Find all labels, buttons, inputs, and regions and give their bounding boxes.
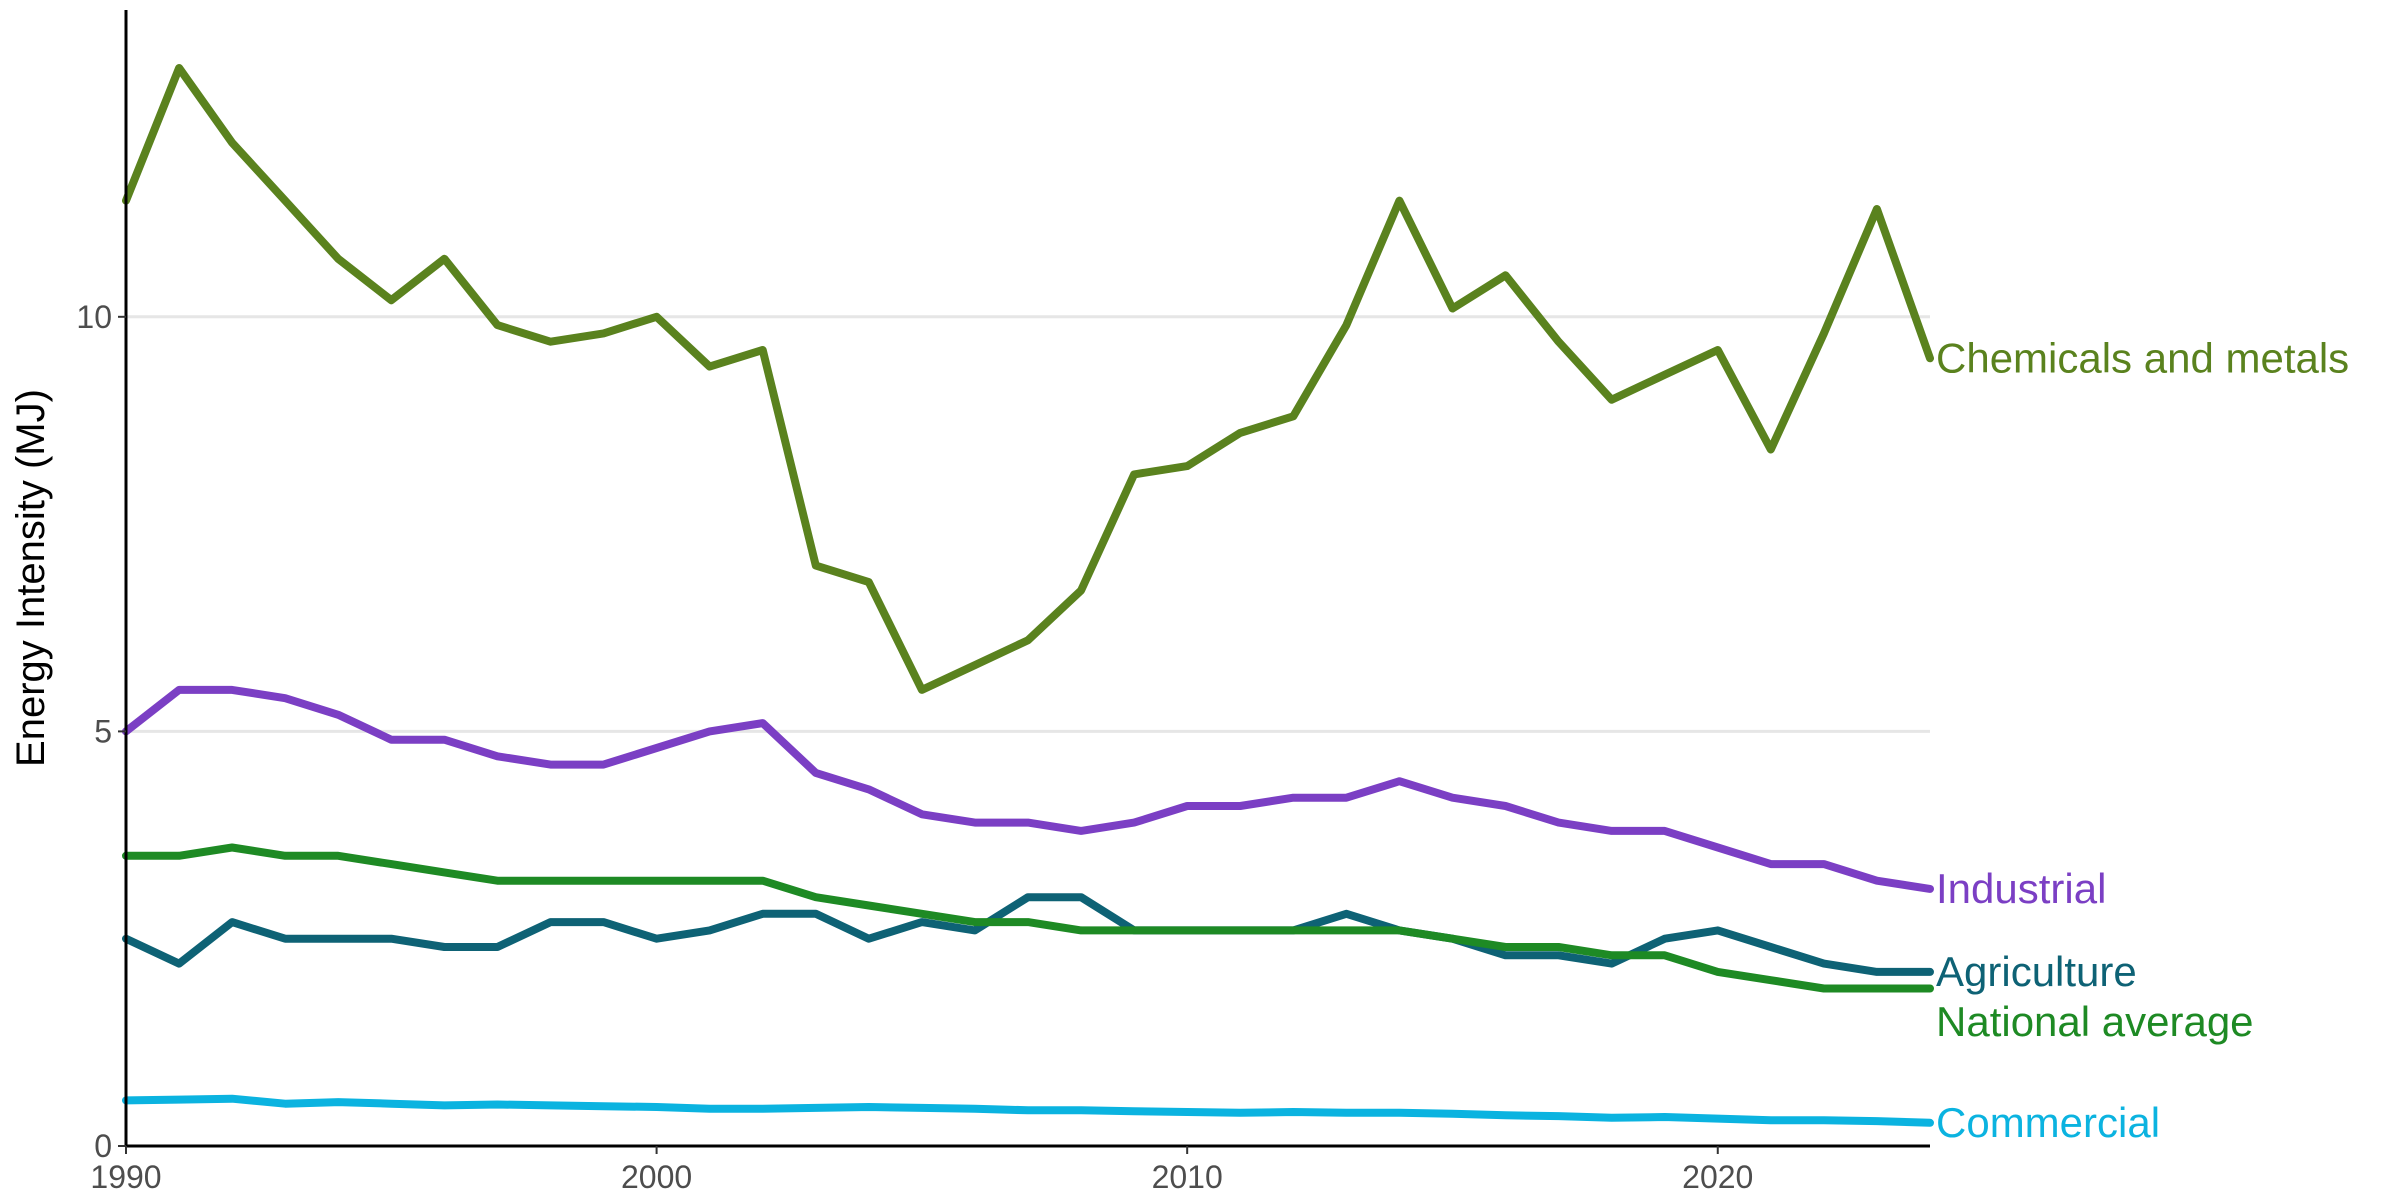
x-tick-label-2020: 2020: [1682, 1159, 1753, 1195]
series-line-chemicals-and-metals: [122, 64, 1934, 694]
series-label-commercial: Commercial: [1936, 1099, 2160, 1146]
series-label-industrial: Industrial: [1936, 865, 2106, 912]
x-tick-label-2000: 2000: [621, 1159, 692, 1195]
axes: 0 5 10 1990 2000 2010 2020: [76, 10, 1930, 1195]
series-label-national-average: National average: [1936, 998, 2254, 1045]
series-line-commercial: [122, 1094, 1934, 1127]
series-line-national-average: [122, 843, 1934, 993]
gridlines: [126, 315, 1930, 733]
series-line-industrial: [122, 685, 1934, 893]
y-axis-title: Energy Intensity (MJ): [9, 389, 53, 767]
series-label-chemicals-and-metals: Chemicals and metals: [1936, 334, 2349, 381]
series-line-agriculture: [122, 893, 1934, 976]
y-tick-label-0: 0: [94, 1128, 112, 1164]
x-tick-label-2010: 2010: [1152, 1159, 1223, 1195]
series-label-agriculture: Agriculture: [1936, 948, 2137, 995]
y-tick-label-10: 10: [76, 299, 112, 335]
series-lines: [122, 64, 1934, 1127]
y-tick-label-5: 5: [94, 713, 112, 749]
series-labels: Chemicals and metals Industrial Agricultur…: [1936, 334, 2349, 1146]
x-tick-label-1990: 1990: [90, 1159, 161, 1195]
